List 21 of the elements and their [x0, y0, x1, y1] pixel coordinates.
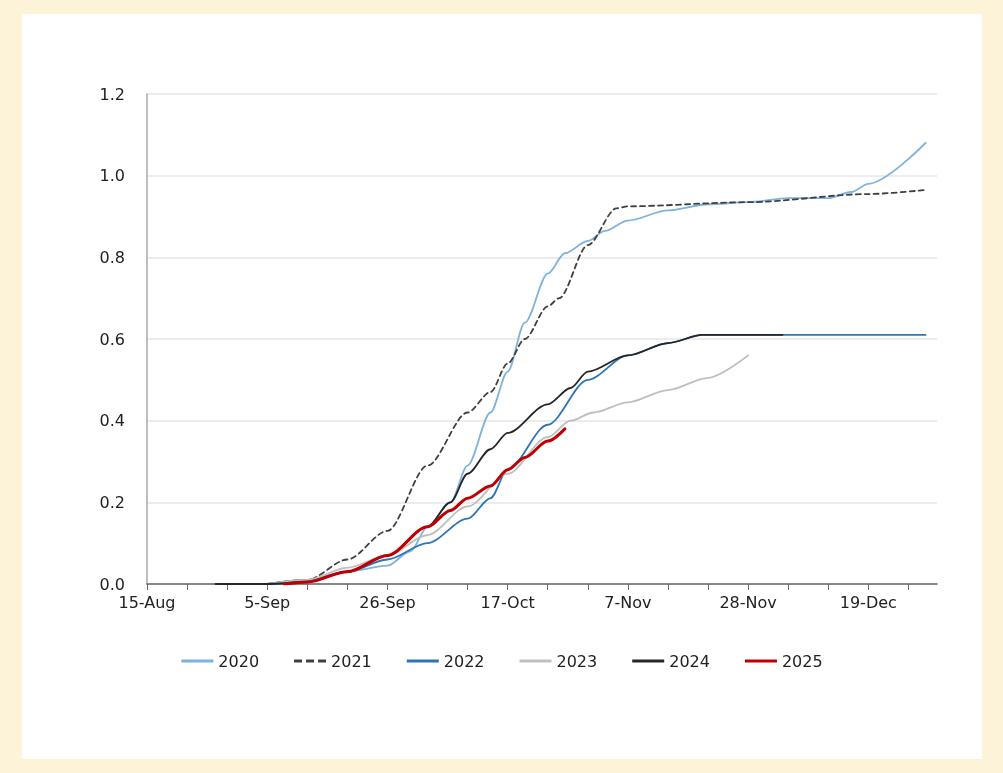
- y-tick-label: 0.8: [99, 247, 125, 267]
- y-tick-label: 0.6: [99, 329, 125, 349]
- x-tick-label: 7-Nov: [604, 592, 652, 612]
- legend-label: 2021: [331, 651, 372, 671]
- y-tick-label: 0.4: [99, 411, 125, 431]
- y-tick-label: 0.0: [99, 574, 125, 594]
- y-tick-label: 1.2: [99, 84, 125, 104]
- x-tick-label: 28-Nov: [719, 592, 777, 612]
- x-tick-label: 19-Dec: [839, 592, 897, 612]
- y-tick-label: 1.0: [99, 166, 125, 186]
- legend-label: 2024: [669, 651, 710, 671]
- legend-label: 2025: [781, 651, 823, 671]
- x-tick-label: 5-Sep: [244, 592, 291, 612]
- x-tick-label: 17-Oct: [480, 592, 535, 612]
- x-tick-label: 26-Sep: [359, 592, 416, 612]
- x-tick-label: 15-Aug: [118, 592, 176, 612]
- line-series: [282, 427, 567, 586]
- legend-label: 2020: [218, 651, 260, 671]
- y-tick-label: 0.2: [99, 492, 125, 512]
- legend-label: 2023: [556, 651, 598, 671]
- legend-label: 2022: [443, 651, 485, 671]
